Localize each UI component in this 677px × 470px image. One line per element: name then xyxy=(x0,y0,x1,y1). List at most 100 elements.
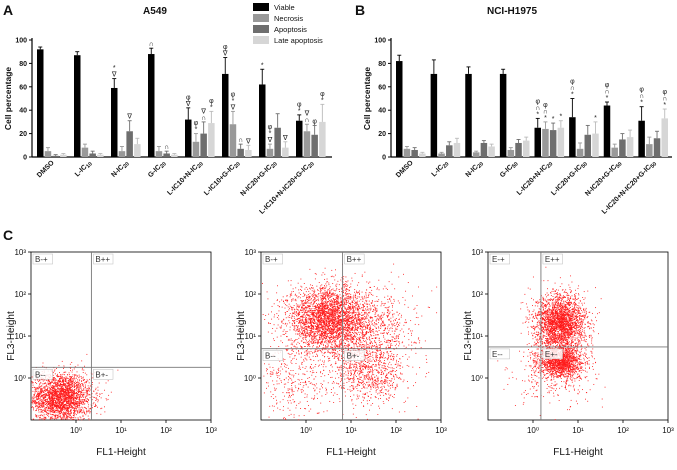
significance-symbol: * xyxy=(210,104,213,111)
bar xyxy=(192,141,200,157)
panel-label-a: A xyxy=(3,2,13,18)
y-tick-label: 10¹ xyxy=(471,332,483,341)
significance-marker: ∇∩ xyxy=(304,110,310,125)
category-label: G-IC20 xyxy=(147,159,168,180)
significance-marker: φ∩* xyxy=(604,82,609,102)
significance-symbol: φ xyxy=(223,44,228,51)
significance-marker: ∩ xyxy=(164,144,169,151)
significance-marker: ∇ xyxy=(245,137,251,145)
significance-marker: φ* xyxy=(297,101,302,115)
significance-marker: φ∩* xyxy=(570,79,575,99)
chart-b-title: NCI-H1975 xyxy=(487,6,537,17)
x-tick-label: 10⁰ xyxy=(527,426,539,435)
significance-marker: φ*∇ xyxy=(230,91,236,111)
quadrant-label-box xyxy=(93,253,114,265)
bar xyxy=(282,147,289,157)
x-axis-label: FL1-Height xyxy=(96,447,146,458)
significance-symbol: * xyxy=(232,98,235,105)
bar xyxy=(396,61,403,158)
quadrant-label: E++ xyxy=(545,255,560,264)
bar xyxy=(453,142,461,157)
bar xyxy=(542,128,549,157)
significance-symbol: * xyxy=(571,92,574,99)
significance-symbol: ∩ xyxy=(543,108,548,115)
significance-marker: φ∩* xyxy=(535,98,540,118)
y-tick-label: 100 xyxy=(15,38,27,45)
bar xyxy=(646,144,653,157)
quadrant-label: E+- xyxy=(545,350,558,359)
legend-swatch xyxy=(253,3,269,11)
quadrant-label-box xyxy=(489,348,510,360)
bar xyxy=(576,148,584,157)
significance-symbol: ∩ xyxy=(535,105,540,112)
bar xyxy=(626,137,634,157)
significance-marker: φ∩* xyxy=(543,102,548,122)
y-tick-label: 10² xyxy=(14,290,26,299)
event-cloud xyxy=(262,263,438,421)
significance-symbol: ∇ xyxy=(282,134,288,142)
quadrant-label-box xyxy=(344,253,365,265)
bar xyxy=(653,138,661,157)
y-tick-label: 0 xyxy=(23,155,27,162)
category-label: DMSO xyxy=(36,159,56,179)
quadrant-label-box xyxy=(262,350,283,361)
quadrant-label: E-- xyxy=(492,350,503,359)
y-tick-label: 10³ xyxy=(471,248,483,257)
chart-a-title: A549 xyxy=(143,6,167,17)
significance-symbol: ∇ xyxy=(126,113,132,121)
x-tick-label: 10³ xyxy=(435,426,447,435)
x-tick-label: 10³ xyxy=(662,426,674,435)
significance-symbol: ∩ xyxy=(304,117,309,124)
x-tick-label: 10⁰ xyxy=(300,426,312,435)
bar xyxy=(134,144,141,157)
bar xyxy=(259,84,266,157)
significance-symbol: ∩ xyxy=(639,93,644,100)
x-tick-label: 10¹ xyxy=(115,426,127,435)
significance-symbol: ∩ xyxy=(570,85,575,92)
y-tick-label: 10⁰ xyxy=(471,374,483,383)
y-tick-label: 10² xyxy=(471,290,483,299)
significance-symbol: ∇ xyxy=(111,71,117,79)
significance-symbol: φ xyxy=(535,98,540,105)
significance-symbol: φ xyxy=(605,82,610,89)
significance-marker: φ∇ xyxy=(222,44,228,58)
bar xyxy=(126,131,133,157)
x-axis-label: FL1-Height xyxy=(326,447,376,458)
category-label: L-IC20+N-IC20 xyxy=(516,159,555,198)
x-tick-label: 10⁰ xyxy=(70,426,82,435)
significance-marker: *∇ xyxy=(111,65,117,79)
y-tick-label: 10⁰ xyxy=(14,374,26,383)
y-tick-label: 0 xyxy=(382,155,386,162)
quadrant-label-box xyxy=(32,253,53,265)
quadrant-label: B-- xyxy=(265,352,276,361)
bar xyxy=(118,151,126,157)
bar xyxy=(619,139,626,157)
legend-label: Late apoptosis xyxy=(274,36,323,45)
quadrant-label: B++ xyxy=(347,255,362,264)
chart-legend: Viable Necrosis Apoptosis Late apoptosis xyxy=(253,3,323,45)
significance-marker: φ∇ xyxy=(185,94,191,108)
y-tick-label: 80 xyxy=(19,61,27,68)
plot-frame xyxy=(487,251,669,421)
significance-symbol: * xyxy=(536,111,539,118)
quadrant-label: B-+ xyxy=(265,255,278,264)
significance-symbol: * xyxy=(195,127,198,134)
bar xyxy=(488,146,495,157)
y-axis-label: FL3-Height xyxy=(236,311,247,361)
significance-symbol: * xyxy=(544,115,547,122)
significance-symbol: ∩ xyxy=(164,144,169,151)
category-label: L-IC10 xyxy=(74,159,94,179)
significance-symbol: * xyxy=(663,102,666,109)
significance-marker: φ*∇ xyxy=(267,124,273,144)
bar xyxy=(465,73,472,157)
significance-symbol: * xyxy=(559,114,562,121)
y-tick-label: 10³ xyxy=(14,248,26,257)
bar xyxy=(522,140,530,157)
significance-symbol: ∩ xyxy=(662,96,667,103)
y-tick-label: 10¹ xyxy=(14,332,26,341)
y-tick-label: 80 xyxy=(378,61,386,68)
category-label: N-IC20 xyxy=(110,159,131,180)
y-tick-label: 20 xyxy=(378,131,386,138)
legend-swatch xyxy=(253,36,269,44)
